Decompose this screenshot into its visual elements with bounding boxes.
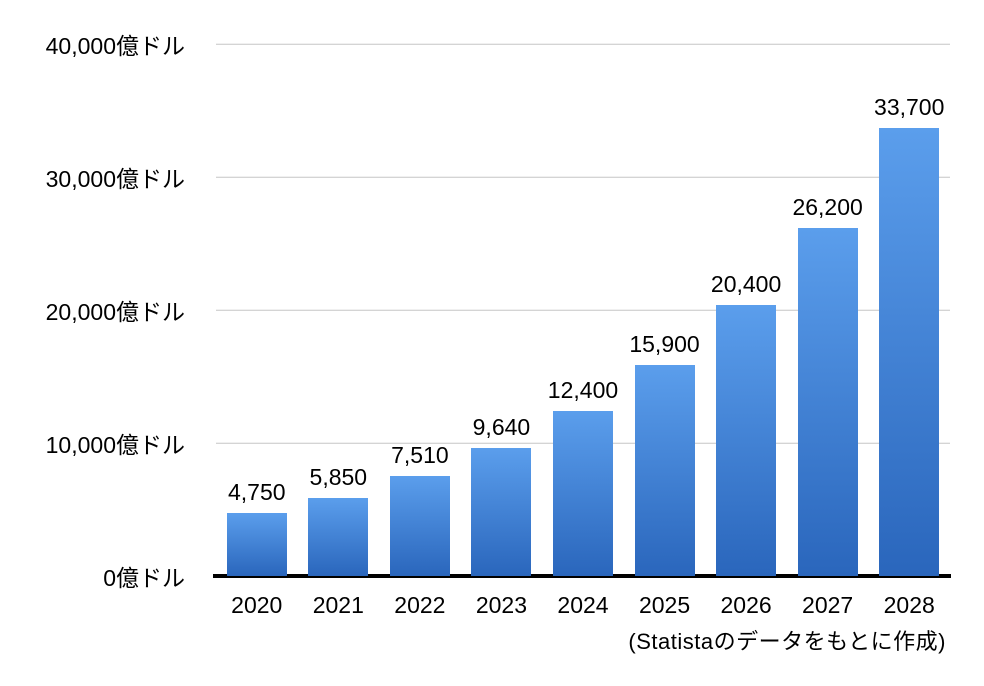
bar [797,227,858,576]
y-axis-label: 20,000億ドル [45,299,185,325]
x-axis-label: 2023 [475,592,528,618]
plot-area: 4,750 2020 5,850 2021 7,510 2022 9,640 2023 12,4… [213,43,951,617]
bar [389,476,450,576]
bar-column: 4,750 2020 [216,44,298,617]
bar-value-label: 20,400 [710,270,782,297]
x-axis-label: 2027 [802,592,854,618]
x-axis-label: 2022 [394,592,446,618]
bar-column: 20,400 2026 [705,44,787,616]
y-axis-label: 40,000億ドル [45,33,185,59]
x-axis-label: 2026 [720,592,772,618]
bar-value-label: 15,900 [629,330,700,357]
x-axis-label: 2025 [638,592,691,618]
bar [226,512,287,576]
bar [471,447,532,576]
bar-column: 33,700 2028 [868,44,950,616]
bar-value-label: 4,750 [227,478,286,505]
gridline [216,309,950,311]
bar [308,498,369,576]
y-axis-label: 10,000億ドル [45,432,185,458]
bar-value-label: 33,700 [874,93,945,120]
bar [716,304,777,576]
y-axis-label: 30,000億ドル [45,166,185,192]
x-axis-label: 2021 [312,592,364,618]
bar [634,364,695,576]
bar-value-label: 9,640 [472,413,531,440]
x-axis-label: 2020 [231,592,283,618]
y-axis-labels: 0億ドル 10,000億ドル 20,000億ドル 30,000億ドル 40,000億ドル [0,0,185,686]
bar-column: 12,400 2024 [542,44,624,617]
bar [879,127,940,576]
bar-value-label: 5,850 [309,464,368,491]
bar-column: 5,850 2021 [298,44,380,617]
x-axis-label: 2028 [883,592,935,618]
x-axis-label: 2024 [557,592,609,618]
bar-value-label: 26,200 [792,193,863,220]
gridline [216,43,950,45]
source-note: (Statistaのデータをもとに作成) [628,629,946,654]
bar-value-label: 7,510 [391,442,449,469]
bar-column: 26,200 2027 [787,44,869,616]
bar-value-label: 12,400 [547,377,619,404]
bar [552,411,613,576]
gridline [216,176,950,178]
y-axis-label: 0億ドル [103,565,185,591]
x-axis-line [213,574,951,578]
bar-column: 15,900 2025 [624,44,706,616]
bar-column: 7,510 2022 [379,44,461,617]
bar-column: 9,640 2023 [461,44,543,617]
